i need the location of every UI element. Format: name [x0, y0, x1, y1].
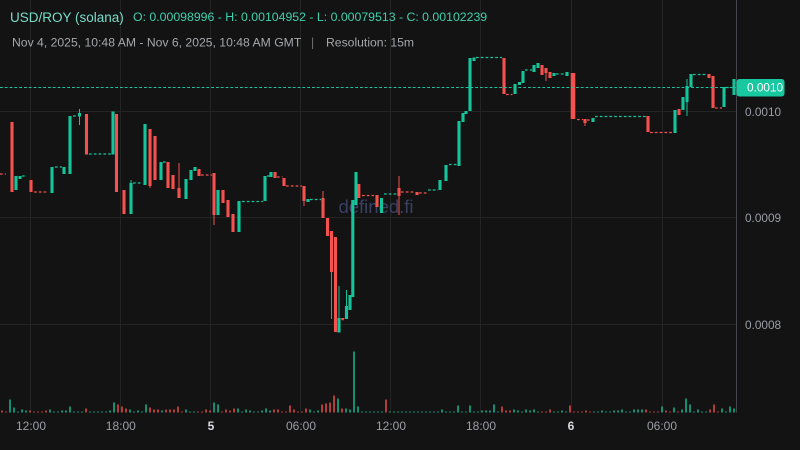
svg-text:0.0009: 0.0009 [745, 211, 781, 225]
svg-text:12:00: 12:00 [376, 419, 406, 433]
svg-text:Resolution: 15m: Resolution: 15m [326, 36, 414, 50]
svg-text:|: | [311, 36, 314, 50]
svg-text:0.0010: 0.0010 [747, 81, 784, 95]
svg-text:5: 5 [208, 419, 215, 433]
svg-text:0.0010: 0.0010 [745, 105, 782, 119]
svg-text:12:00: 12:00 [16, 419, 46, 433]
svg-text:USD/ROY (solana): USD/ROY (solana) [10, 10, 124, 25]
svg-text:6: 6 [568, 419, 575, 433]
svg-text:Nov 4, 2025, 10:48 AM - Nov 6,: Nov 4, 2025, 10:48 AM - Nov 6, 2025, 10:… [12, 36, 302, 50]
svg-text:06:00: 06:00 [647, 419, 677, 433]
svg-text:O: 0.00098996 - H: 0.00104952: O: 0.00098996 - H: 0.00104952 - L: 0.000… [133, 10, 487, 24]
svg-text:18:00: 18:00 [106, 419, 136, 433]
svg-text:0.0008: 0.0008 [745, 318, 782, 332]
svg-text:18:00: 18:00 [466, 419, 496, 433]
svg-text:06:00: 06:00 [286, 419, 316, 433]
